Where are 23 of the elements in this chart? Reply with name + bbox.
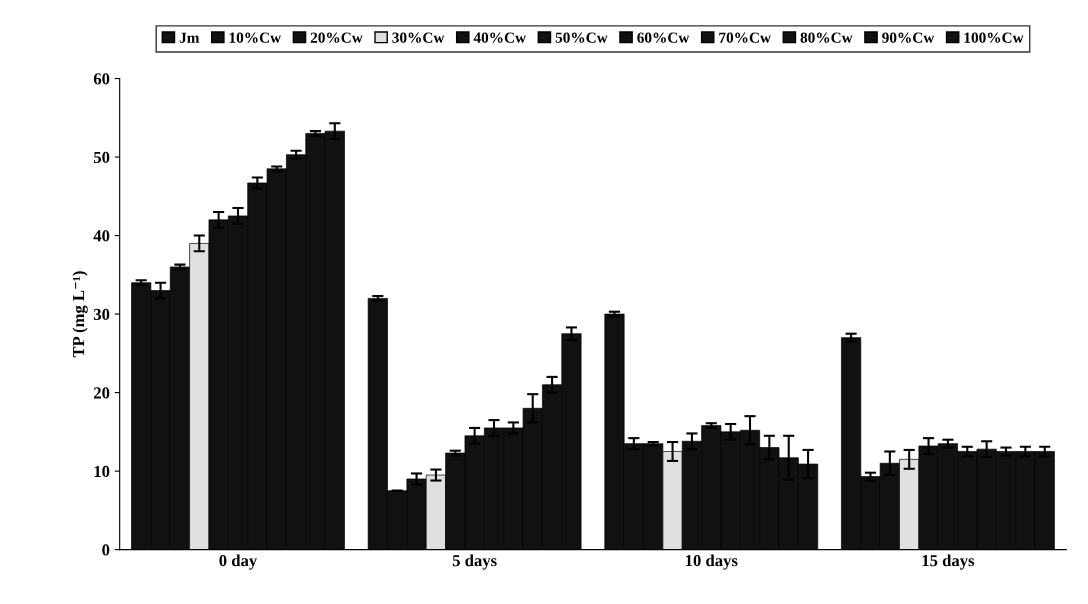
y-tick-label: 0	[102, 544, 110, 556]
x-tick-label: 5 days	[452, 554, 497, 570]
legend-label: 60%Cw	[637, 32, 690, 43]
legend-label: 50%Cw	[555, 32, 608, 43]
legend-label: 20%Cw	[310, 32, 363, 43]
y-tick-label: 10	[94, 465, 110, 478]
x-tick-label: 0 day	[219, 554, 258, 570]
y-axis-title: TP (mg L⁻¹)	[72, 271, 88, 358]
legend-label: Jm	[179, 32, 200, 43]
y-tick-label: 60	[93, 73, 110, 85]
legend-label: 100%Cw	[964, 32, 1024, 43]
legend-label: 80%Cw	[800, 32, 853, 43]
y-tick-label: 50	[93, 151, 110, 163]
y-tick-label: 20	[93, 387, 110, 399]
legend-label: 70%Cw	[719, 32, 771, 43]
y-tick-label: 30	[93, 308, 110, 321]
legend-label: 30%Cw	[392, 32, 445, 43]
legend-label: 10%Cw	[229, 32, 282, 43]
x-tick-label: 10 days	[685, 554, 738, 570]
x-tick-label: 15 days	[922, 554, 975, 570]
y-tick-label: 40	[93, 230, 110, 242]
legend-label: 40%Cw	[473, 32, 526, 43]
legend-label: 90%Cw	[882, 32, 935, 43]
